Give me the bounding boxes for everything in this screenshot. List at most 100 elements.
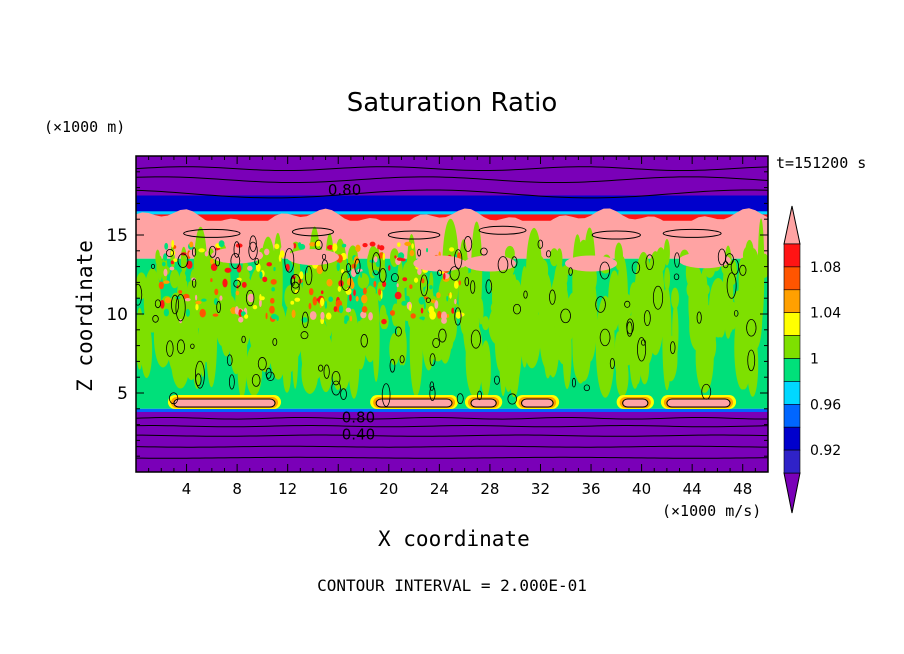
contour-squiggle bbox=[463, 236, 473, 252]
speck bbox=[401, 300, 407, 306]
contour-squiggle bbox=[331, 380, 341, 396]
contour-squiggle bbox=[175, 293, 186, 322]
speck bbox=[294, 297, 301, 302]
speck bbox=[320, 290, 324, 295]
speck bbox=[224, 267, 232, 273]
plume bbox=[759, 253, 768, 278]
speck bbox=[388, 265, 391, 271]
speck bbox=[429, 310, 437, 320]
speck bbox=[378, 252, 384, 259]
contour-squiggle bbox=[192, 278, 197, 288]
contour-squiggle bbox=[494, 375, 500, 385]
speck bbox=[320, 311, 325, 320]
speck bbox=[170, 250, 176, 256]
speck bbox=[382, 281, 387, 288]
x-tick-label: 44 bbox=[683, 480, 702, 498]
plume bbox=[742, 245, 755, 265]
speck bbox=[400, 258, 406, 262]
speck bbox=[293, 242, 297, 249]
x-tick-label: 28 bbox=[480, 480, 499, 498]
contour-squiggle bbox=[323, 364, 330, 379]
speck bbox=[276, 315, 279, 322]
speck bbox=[259, 293, 262, 301]
speck bbox=[326, 312, 332, 320]
speck bbox=[355, 296, 359, 302]
speck bbox=[308, 302, 312, 310]
plume bbox=[555, 283, 568, 301]
contour-squiggle bbox=[643, 310, 651, 327]
plume bbox=[635, 294, 648, 305]
speck bbox=[234, 306, 239, 315]
contour-squiggle bbox=[381, 383, 391, 407]
contour-band bbox=[291, 227, 335, 237]
pink-lump bbox=[286, 249, 339, 266]
speck bbox=[446, 295, 449, 302]
contour-squiggle bbox=[340, 271, 352, 291]
contour-squiggle bbox=[674, 252, 680, 268]
speck bbox=[252, 304, 258, 310]
speck bbox=[185, 276, 191, 283]
plume bbox=[169, 269, 180, 289]
plume bbox=[438, 322, 448, 338]
speck bbox=[195, 303, 199, 311]
y-axis-ticks: 5 10 15 bbox=[106, 155, 768, 473]
speck bbox=[397, 242, 401, 247]
low-patch bbox=[173, 399, 276, 408]
speck bbox=[436, 292, 441, 299]
speck bbox=[195, 300, 202, 305]
speck bbox=[212, 313, 219, 317]
x-axis-ticks: 4 8 12 16 20 24 28 32 36 40 44 48 bbox=[135, 156, 769, 498]
contour-label: 0.80 bbox=[328, 181, 361, 199]
time-label: t=151200 s bbox=[776, 154, 867, 172]
plume bbox=[664, 267, 671, 291]
speck bbox=[411, 243, 414, 249]
speck bbox=[273, 266, 276, 272]
speck bbox=[178, 290, 183, 294]
contour-squiggle bbox=[190, 343, 195, 349]
speck bbox=[163, 280, 170, 284]
plume bbox=[554, 309, 563, 337]
contour-squiggle bbox=[226, 354, 233, 367]
contour-squiggle bbox=[304, 265, 313, 286]
speck bbox=[171, 239, 175, 248]
speck bbox=[336, 262, 340, 272]
speck bbox=[402, 277, 408, 282]
plume bbox=[584, 297, 589, 309]
speck bbox=[434, 300, 439, 309]
contour-squiggle bbox=[194, 360, 205, 389]
contour-0.80-upper bbox=[136, 189, 768, 199]
speck bbox=[394, 255, 397, 259]
speck bbox=[421, 316, 425, 321]
contour-squiggle bbox=[609, 357, 615, 370]
contour-squiggle bbox=[429, 385, 436, 401]
speck bbox=[170, 260, 175, 265]
plume bbox=[220, 294, 232, 315]
speck bbox=[429, 285, 433, 290]
plume bbox=[621, 293, 633, 319]
speck bbox=[361, 294, 368, 304]
contour-squiggle bbox=[176, 339, 185, 354]
speck bbox=[210, 263, 218, 271]
plume bbox=[655, 299, 668, 326]
contour-squiggle bbox=[449, 266, 460, 281]
colorbar-segment bbox=[783, 358, 801, 382]
pink-lump bbox=[463, 255, 516, 272]
speck bbox=[345, 287, 352, 295]
speck bbox=[274, 243, 280, 250]
speck bbox=[449, 292, 452, 299]
plume bbox=[511, 288, 523, 317]
colorbar-tick-label: 1.04 bbox=[810, 306, 841, 322]
speck bbox=[218, 240, 225, 248]
speck bbox=[333, 306, 338, 312]
colorbar-segment bbox=[783, 426, 801, 451]
contour-lower-2 bbox=[136, 425, 768, 428]
contour-low-patch bbox=[470, 398, 497, 408]
x-axis-label: X coordinate bbox=[378, 527, 530, 551]
colorbar-segment bbox=[783, 312, 801, 336]
contour-squiggle bbox=[470, 329, 481, 349]
contour-squiggle bbox=[673, 273, 680, 281]
contour-squiggle bbox=[300, 331, 309, 340]
x-tick-label: 20 bbox=[379, 480, 398, 498]
speck bbox=[238, 316, 244, 323]
contour-squiggle bbox=[507, 393, 517, 405]
